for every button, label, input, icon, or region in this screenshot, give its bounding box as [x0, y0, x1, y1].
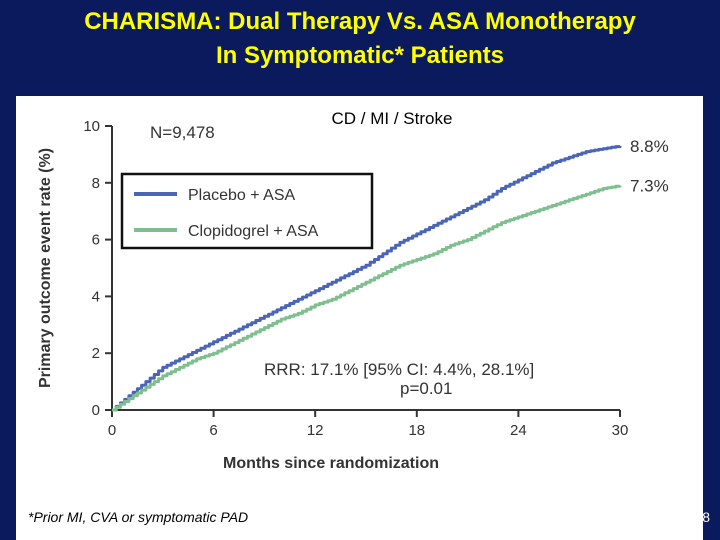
- y-tick-label: 2: [92, 345, 100, 362]
- series-end-label: 8.8%: [630, 137, 669, 156]
- chart-panel: 0 6 12 18 24 30 0 2 4 6 8 10 Months since randomizat…: [16, 96, 703, 540]
- y-tick-label: 8: [92, 175, 100, 192]
- x-tick-label: 0: [108, 422, 116, 439]
- chart-title: CD / MI / Stroke: [332, 109, 453, 128]
- rrr-annotation: RRR: 17.1% [95% CI: 4.4%, 28.1%]: [264, 360, 534, 379]
- y-tick-label: 4: [92, 288, 100, 305]
- x-tick-label: 18: [408, 422, 425, 439]
- legend-box: [120, 172, 374, 250]
- x-tick-label: 6: [209, 422, 217, 439]
- y-tick-label: 10: [83, 118, 100, 135]
- y-tick-label: 6: [92, 232, 100, 249]
- y-axis-title: Primary outcome event rate (%): [37, 148, 54, 388]
- series-line-placebo-asa: [112, 145, 622, 412]
- footnote: *Prior MI, CVA or symptomatic PAD: [28, 509, 249, 525]
- y-tick-label: 0: [92, 402, 100, 419]
- legend-label: Clopidogrel + ASA: [188, 223, 319, 240]
- p-value-annotation: p=0.01: [400, 379, 452, 398]
- citation: Bhatt et al. JACC 2007; 49: 1982-1988: [469, 509, 711, 525]
- x-tick-label: 30: [612, 422, 629, 439]
- x-tick-label: 12: [307, 422, 324, 439]
- sample-size-annotation: N=9,478: [150, 123, 215, 142]
- series-end-label: 7.3%: [630, 177, 669, 196]
- series-line-clopidogrel-asa: [112, 184, 622, 412]
- x-tick-label: 24: [510, 422, 527, 439]
- x-axis-title: Months since randomization: [223, 455, 439, 472]
- slide-title-line-1: CHARISMA: Dual Therapy Vs. ASA Monothera…: [84, 8, 636, 35]
- legend-label: Placebo + ASA: [188, 187, 296, 204]
- slide-title-line-2: In Symptomatic* Patients: [215, 42, 505, 69]
